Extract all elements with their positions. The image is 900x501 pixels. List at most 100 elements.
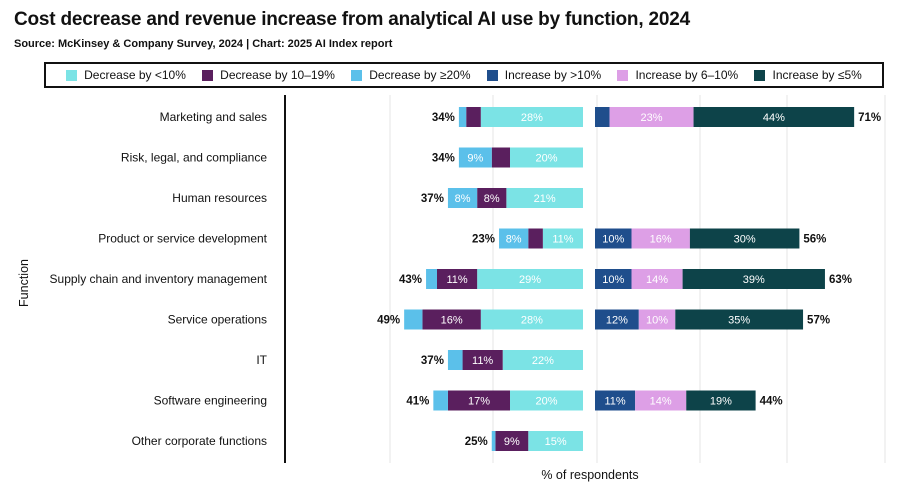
total-label-increase: 44%	[760, 396, 783, 408]
category-label: Risk, legal, and compliance	[121, 151, 267, 165]
bar-segment-label: 30%	[734, 234, 756, 246]
legend-item-decrease-10-19: Decrease by 10–19%	[202, 68, 335, 82]
chart-source: Source: McKinsey & Company Survey, 2024 …	[14, 38, 393, 50]
category-label: IT	[256, 353, 267, 367]
y-axis-title: Function	[17, 259, 31, 307]
bar-segment-label: 21%	[534, 193, 556, 205]
bar-segment-increase	[638, 309, 676, 330]
total-label-increase: 63%	[829, 274, 852, 286]
bar-segment-label: 14%	[650, 396, 672, 408]
legend-swatch	[351, 69, 363, 81]
bar-segment-increase	[609, 107, 694, 127]
total-label-decrease: 34%	[432, 112, 455, 124]
total-label-decrease: 34%	[432, 153, 455, 165]
bar-segment-decrease	[506, 188, 583, 208]
bar-segment-decrease	[447, 350, 463, 370]
bar-segment-decrease	[542, 228, 583, 249]
bar-segment-increase	[693, 107, 855, 127]
category-label: Supply chain and inventory management	[50, 272, 268, 286]
bar-segment-label: 14%	[646, 274, 668, 286]
diverging-bar-chart: Marketing and sales 28% 34% 23% 44% 71% Risk, …	[17, 95, 886, 482]
bar-segment-decrease	[495, 431, 529, 451]
bar-segment-decrease	[491, 431, 496, 451]
bar-segment-label: 15%	[545, 436, 567, 448]
legend-item-increase-gt10: Increase by >10%	[486, 68, 602, 82]
legend-swatch	[202, 69, 214, 81]
bar-segment-label: 16%	[650, 234, 672, 246]
bar-segment-label: 28%	[521, 315, 543, 327]
bar-segment-decrease	[477, 188, 507, 208]
total-label-increase: 71%	[858, 112, 881, 124]
legend-swatch	[486, 69, 498, 81]
legend-label: Increase by 6–10%	[635, 68, 739, 82]
bar-segment-decrease	[480, 309, 583, 330]
bar-segment-label: 8%	[455, 193, 471, 205]
bar-segment-increase	[595, 228, 632, 249]
legend-item-decrease-ge20: Decrease by ≥20%	[351, 68, 471, 82]
total-label-decrease: 37%	[421, 193, 444, 205]
bar-segment-decrease	[528, 228, 543, 249]
bar-segment-decrease	[462, 350, 503, 370]
bar-segment-decrease	[510, 147, 583, 168]
bar-segment-decrease	[528, 431, 583, 451]
bar-segment-label: 23%	[641, 112, 663, 124]
category-label: Product or service development	[98, 232, 267, 246]
bar-segment-decrease	[433, 390, 448, 411]
bar-segment-increase	[686, 390, 756, 411]
bar-segment-label: 20%	[535, 153, 557, 165]
bar-segment-label: 10%	[602, 234, 624, 246]
legend-label: Increase by ≤5%	[772, 68, 862, 82]
total-label-decrease: 25%	[465, 436, 488, 448]
bar-segment-decrease	[510, 390, 583, 411]
bar-segment-label: 20%	[535, 396, 557, 408]
bar-segment-label: 16%	[441, 315, 463, 327]
bar-segment-decrease	[458, 147, 492, 168]
x-axis-title: % of respondents	[541, 468, 638, 482]
bar-segment-increase	[631, 269, 683, 289]
bar-segment-label: 9%	[504, 436, 520, 448]
bar-segment-label: 11%	[446, 274, 467, 286]
legend: Decrease by <10% Decrease by 10–19% Decr…	[44, 62, 884, 88]
bar-segment-label: 39%	[743, 274, 765, 286]
bar-segment-label: 11%	[472, 355, 493, 367]
category-label: Other corporate functions	[132, 434, 267, 448]
bar-segment-decrease	[404, 309, 423, 330]
total-label-decrease: 49%	[377, 315, 400, 327]
total-label-decrease: 41%	[406, 396, 429, 408]
bar-segment-label: 28%	[521, 112, 543, 124]
bar-segment-decrease	[437, 269, 478, 289]
bar-segment-label: 35%	[728, 315, 750, 327]
total-label-decrease: 43%	[399, 274, 422, 286]
bar-segment-label: 10%	[602, 274, 624, 286]
bar-segment-increase	[595, 269, 632, 289]
bar-segment-label: 11%	[604, 396, 625, 408]
category-label: Software engineering	[154, 394, 267, 408]
bar-segment-decrease	[458, 107, 467, 127]
total-label-decrease: 37%	[421, 355, 444, 367]
legend-swatch	[66, 69, 78, 81]
bar-segment-decrease	[422, 309, 481, 330]
category-label: Service operations	[168, 313, 267, 327]
legend-item-decrease-lt10: Decrease by <10%	[66, 68, 186, 82]
bar-segment-label: 8%	[506, 234, 522, 246]
bar-segment-decrease	[426, 269, 437, 289]
legend-label: Decrease by 10–19%	[220, 68, 335, 82]
bar-segment-label: 22%	[532, 355, 554, 367]
bar-segment-increase	[689, 228, 800, 249]
bar-segment-increase	[675, 309, 804, 330]
legend-swatch	[754, 69, 766, 81]
bar-segment-decrease	[480, 107, 583, 127]
chart-title: Cost decrease and revenue increase from …	[14, 9, 690, 30]
legend-label: Increase by >10%	[504, 68, 602, 82]
bar-segment-label: 9%	[467, 153, 483, 165]
bar-segment-decrease	[477, 269, 583, 289]
bar-segment-increase	[682, 269, 825, 289]
bar-segment-increase	[631, 228, 690, 249]
bar-segment-decrease	[447, 188, 478, 208]
bar-segment-label: 11%	[552, 234, 573, 246]
bar-segment-label: 44%	[763, 112, 785, 124]
legend-item-increase-le5: Increase by ≤5%	[754, 68, 862, 82]
bar-segment-increase	[595, 107, 610, 127]
bar-segment-label: 10%	[646, 315, 668, 327]
total-label-increase: 57%	[807, 315, 830, 327]
